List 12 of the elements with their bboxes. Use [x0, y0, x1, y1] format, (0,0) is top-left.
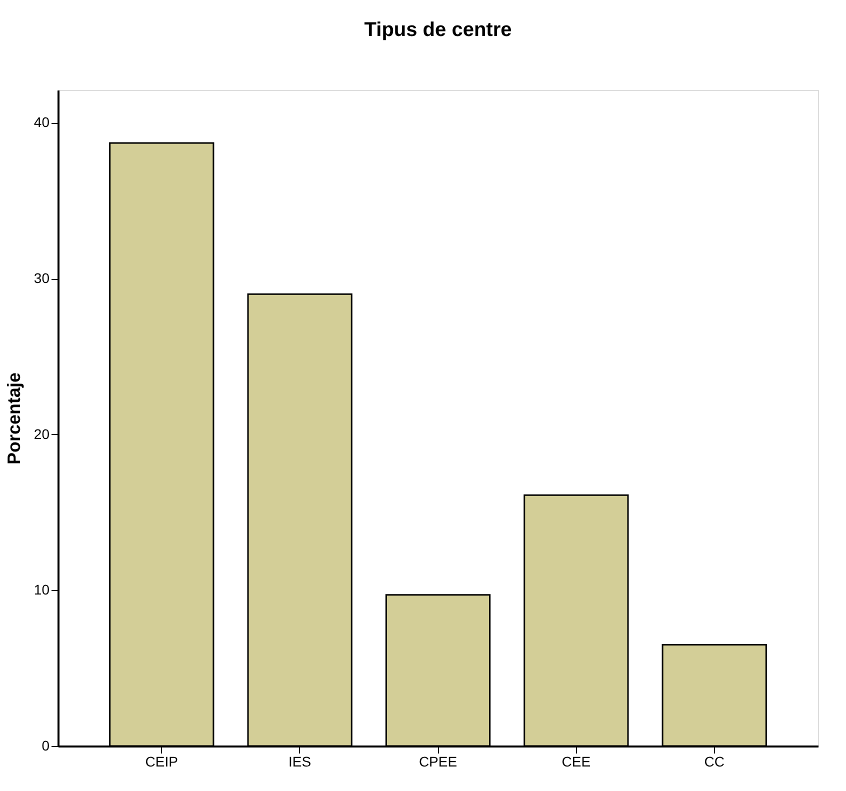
- x-tick-label: CPEE: [418, 754, 458, 770]
- y-tick-label: 30: [34, 270, 50, 286]
- x-tick-label: CC: [704, 754, 724, 770]
- y-axis-title: Porcentaje: [4, 372, 24, 465]
- y-tick-label: 20: [34, 426, 50, 442]
- x-tick-label: IES: [288, 754, 312, 770]
- x-tick-label: CEIP: [145, 754, 178, 770]
- y-tick-label: 40: [34, 114, 50, 130]
- y-tick-label: 10: [34, 582, 50, 598]
- x-tick-label: CEE: [562, 754, 591, 770]
- y-tick-label: 0: [42, 738, 50, 754]
- chart-title: Tipus de centre: [364, 19, 512, 41]
